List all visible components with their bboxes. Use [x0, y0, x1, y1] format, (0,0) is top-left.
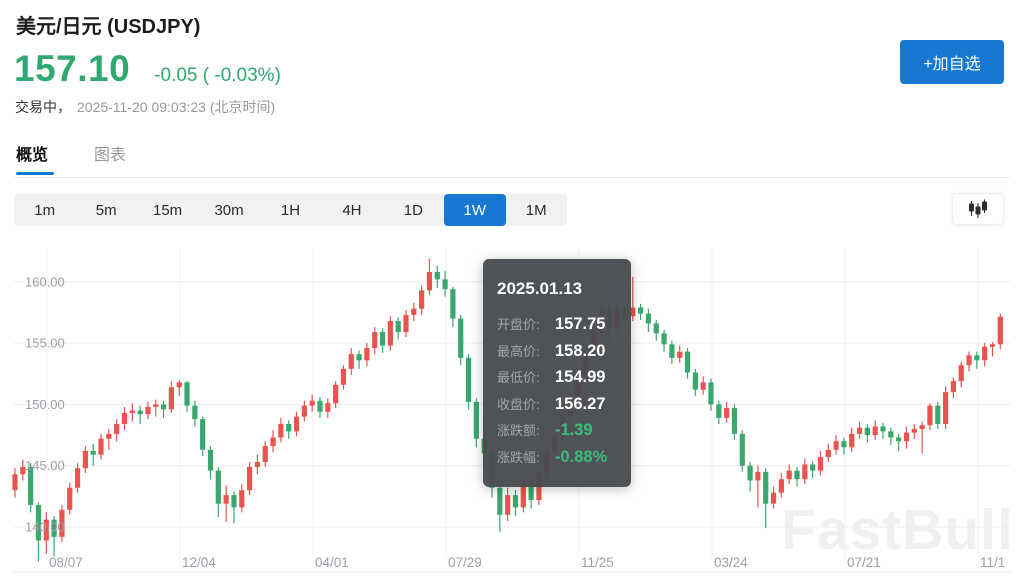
- tooltip-row-change-pct: 涨跌幅: -0.88%: [497, 447, 617, 474]
- timeframe-button-1m[interactable]: 1m: [34, 201, 56, 219]
- tooltip-row-high: 最高价: 158.20: [497, 341, 617, 368]
- chart-tooltip: 2025.01.13 开盘价: 157.75 最高价: 158.20 最低价: …: [483, 259, 631, 487]
- current-price: 157.10: [14, 48, 131, 89]
- low-value: 154.99: [555, 368, 606, 386]
- trading-status-label: 交易中，: [15, 99, 71, 115]
- tooltip-row-low: 最低价: 154.99: [497, 367, 617, 394]
- timeframe-button-15m[interactable]: 15m: [153, 201, 183, 219]
- tab-chart[interactable]: 图表: [94, 147, 127, 164]
- tab-separator: [14, 177, 1010, 178]
- candlestick-icon: [969, 199, 987, 218]
- close-label: 收盘价:: [497, 396, 540, 412]
- change-pct-label: 涨跌幅:: [497, 449, 540, 465]
- add-watchlist-button[interactable]: +加自选: [900, 40, 1004, 84]
- svg-text:11/1: 11/1: [980, 555, 1005, 570]
- trading-status: 交易中， 2025-11-20 09:03:23 (北京时间): [15, 97, 275, 117]
- open-label: 开盘价:: [497, 317, 540, 332]
- svg-text:08/07: 08/07: [49, 555, 83, 570]
- svg-text:155.00: 155.00: [25, 336, 65, 351]
- svg-text:03/24: 03/24: [714, 555, 748, 570]
- close-value: 156.27: [555, 394, 606, 413]
- price-change: -0.05 ( -0.03%): [154, 65, 281, 86]
- tab-overview[interactable]: 概览: [16, 141, 55, 175]
- svg-text:145.00: 145.00: [25, 458, 65, 473]
- timeframe-bar: 1m 5m 15m 30m 1H 4H 1D 1W 1M: [14, 194, 567, 226]
- timeframe-button-1H[interactable]: 1H: [280, 201, 301, 219]
- price-row: 157.10 -0.05 ( -0.03%): [14, 48, 281, 90]
- change-label: 涨跌额:: [497, 423, 540, 438]
- timeframe-button-4H[interactable]: 4H: [342, 201, 362, 219]
- timezone-label: (北京时间): [209, 99, 276, 115]
- tab-bar: 概览 图表: [16, 141, 126, 175]
- svg-text:07/21: 07/21: [847, 555, 881, 570]
- timeframe-button-5m[interactable]: 5m: [95, 201, 117, 219]
- tooltip-date: 2025.01.13: [497, 279, 583, 298]
- open-value: 157.75: [555, 315, 606, 333]
- high-label: 最高价:: [497, 343, 540, 359]
- timeframe-button-1W[interactable]: 1W: [444, 194, 506, 226]
- svg-text:150.00: 150.00: [25, 397, 65, 412]
- timeframe-button-1D[interactable]: 1D: [403, 201, 423, 219]
- svg-text:04/01: 04/01: [315, 555, 349, 570]
- high-value: 158.20: [555, 341, 606, 360]
- timeframe-button-1M[interactable]: 1M: [525, 201, 547, 219]
- svg-text:140.00: 140.00: [25, 520, 65, 535]
- quote-timestamp: 2025-11-20 09:03:23: [77, 99, 206, 115]
- change-pct-value: -0.88%: [555, 447, 608, 466]
- tooltip-row-open: 开盘价: 157.75: [497, 314, 617, 341]
- fastbull-watermark: FastBull: [781, 498, 1014, 562]
- tooltip-row-close: 收盘价: 156.27: [497, 394, 617, 421]
- low-label: 最低价:: [497, 370, 540, 385]
- svg-text:12/04: 12/04: [182, 555, 216, 570]
- svg-text:07/29: 07/29: [448, 555, 482, 570]
- page-title: 美元/日元 (USDJPY): [16, 16, 201, 38]
- tooltip-row-change: 涨跌额: -1.39: [497, 420, 617, 447]
- change-value: -1.39: [555, 421, 593, 439]
- svg-text:11/25: 11/25: [581, 555, 614, 570]
- timeframe-button-30m[interactable]: 30m: [214, 201, 244, 219]
- chart-type-button[interactable]: [952, 193, 1004, 225]
- svg-text:160.00: 160.00: [25, 274, 65, 289]
